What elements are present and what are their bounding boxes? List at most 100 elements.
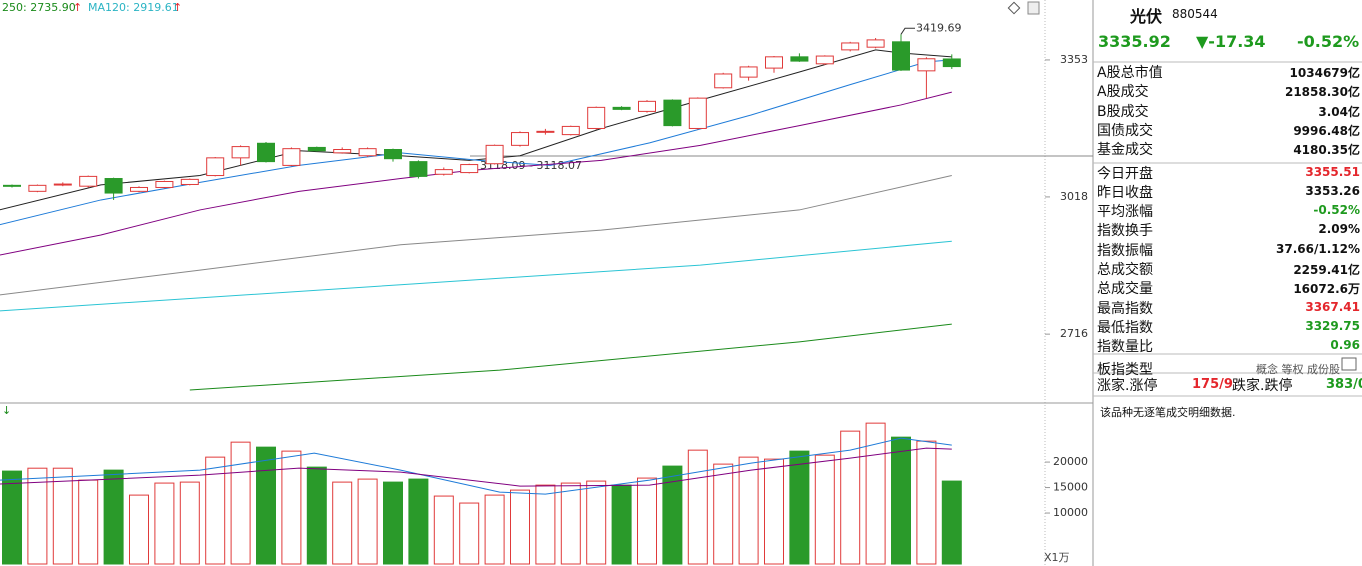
candle-body xyxy=(282,148,301,166)
volume-bar xyxy=(789,450,810,565)
y-tick-label: 2716 xyxy=(1060,327,1088,340)
volume-bar xyxy=(586,480,607,565)
row-label: 昨日收盘 xyxy=(1097,184,1153,201)
row-value: 3355.51 xyxy=(1305,164,1360,179)
candle-body xyxy=(231,146,250,159)
volume-bar xyxy=(662,465,683,565)
row-value: 1034679亿 xyxy=(1289,66,1360,80)
candle-body xyxy=(155,180,174,188)
y-tick-label: 3018 xyxy=(1060,190,1088,203)
candle-body xyxy=(104,178,123,194)
annotation-pointer xyxy=(900,27,915,35)
volume-bar xyxy=(2,470,22,565)
ma-line xyxy=(0,59,952,226)
volume-bar xyxy=(230,441,251,565)
row-value: 2259.41亿 xyxy=(1293,263,1360,277)
volume-bar xyxy=(687,449,708,565)
row-value: 0.96 xyxy=(1330,338,1360,353)
icon[interactable] xyxy=(1341,357,1357,371)
y-tick-label: 3353 xyxy=(1060,53,1088,66)
volume-bar xyxy=(840,430,861,565)
volume-bar xyxy=(383,481,403,565)
row-label: A股成交 xyxy=(1097,84,1149,101)
candle-body xyxy=(130,186,148,192)
ma-line xyxy=(0,91,952,256)
stock-name: 光伏 xyxy=(1130,7,1163,26)
volume-bar xyxy=(357,478,378,565)
row-value: -0.52% xyxy=(1313,203,1360,218)
volume-bar xyxy=(560,482,581,565)
stock-code: 880544 xyxy=(1172,7,1218,21)
candle-body xyxy=(434,169,453,175)
scroll-button[interactable] xyxy=(1027,1,1040,15)
volume-bar xyxy=(27,467,48,565)
volume-bar xyxy=(256,446,276,565)
fall-label: 跌家.跌停 xyxy=(1232,378,1293,394)
candle-body xyxy=(765,56,783,69)
unit-label: X1万 xyxy=(1044,551,1070,564)
y-tick-label: 15000 xyxy=(1053,481,1088,494)
row-label: 指数振幅 xyxy=(1097,242,1153,259)
candle-body xyxy=(333,149,352,154)
volume-bar xyxy=(205,456,226,565)
candle-body xyxy=(714,73,733,89)
row-label: 基金成交 xyxy=(1097,142,1153,159)
volume-bar xyxy=(865,422,886,565)
row-value: 概念 等权 成份股 xyxy=(1256,362,1340,376)
candle-body xyxy=(536,130,555,133)
row-label: 指数量比 xyxy=(1097,339,1153,356)
volume-bar xyxy=(103,469,124,565)
ma-line xyxy=(0,437,952,495)
row-label: A股总市值 xyxy=(1097,65,1163,81)
arrow: ↓ xyxy=(2,404,11,417)
row-label: 今日开盘 xyxy=(1097,165,1153,182)
volume-bar xyxy=(281,450,302,565)
row-value: 21858.30亿 xyxy=(1284,85,1360,100)
candle-body xyxy=(739,66,758,78)
volume-bar xyxy=(510,489,530,565)
candle-body xyxy=(307,146,326,152)
candle-body xyxy=(688,97,707,129)
arrow: ↑ xyxy=(173,1,182,14)
row-label: 总成交量 xyxy=(1097,281,1153,298)
volume-bar xyxy=(941,480,962,565)
candle-body xyxy=(180,178,199,185)
icon[interactable] xyxy=(1007,1,1021,15)
row-value: 16072.6万 xyxy=(1293,282,1360,297)
row-value: 3.04亿 xyxy=(1318,104,1360,119)
volume-bar xyxy=(535,484,556,565)
volume-bar xyxy=(738,456,759,565)
candle-body xyxy=(942,58,961,68)
candle-body xyxy=(460,164,479,174)
candle-body xyxy=(485,144,504,165)
row-value: 9996.48亿 xyxy=(1293,123,1360,138)
volume-bar xyxy=(129,494,149,565)
candle-body xyxy=(561,125,580,136)
candle-body xyxy=(53,183,72,186)
candle-body xyxy=(384,149,402,160)
candle-body xyxy=(638,100,656,112)
row-value: 3353.26 xyxy=(1305,183,1360,198)
rise-label: 涨家.涨停 xyxy=(1097,378,1158,394)
candle-body xyxy=(892,41,910,71)
candle-body xyxy=(3,184,21,187)
volume-bar xyxy=(891,436,911,565)
row-label: 最高指数 xyxy=(1097,300,1153,317)
volume-bar xyxy=(764,458,784,565)
volume-bar xyxy=(459,502,480,565)
row-label: 指数换手 xyxy=(1097,223,1153,240)
row-label: 国债成交 xyxy=(1097,122,1153,139)
candle-body xyxy=(815,55,834,65)
arrow: ↑ xyxy=(73,1,82,14)
rise-value: 175/9 xyxy=(1192,377,1233,392)
candle-body xyxy=(28,184,47,192)
ma250-label: 250: 2735.90 xyxy=(2,1,76,14)
volume-bar xyxy=(713,463,734,565)
candle-body xyxy=(206,157,225,177)
candle-body xyxy=(612,106,631,110)
ma120-label: MA120: 2919.61 xyxy=(88,1,179,14)
volume-bar xyxy=(179,481,200,565)
row-value: 37.66/1.12% xyxy=(1276,241,1360,256)
volume-bar xyxy=(332,481,353,565)
